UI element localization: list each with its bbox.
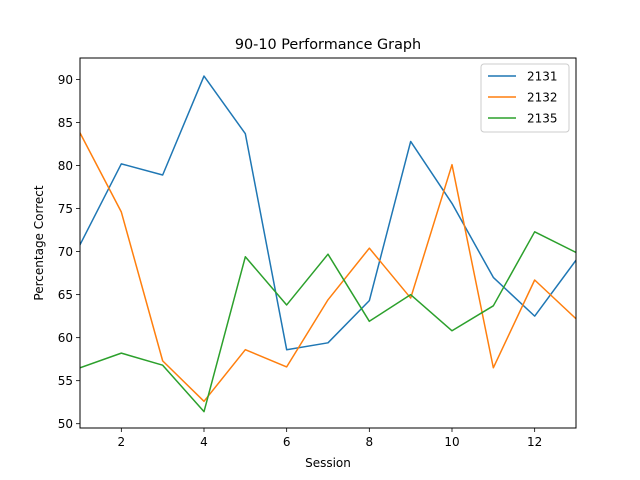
x-tick-label: 4	[200, 435, 208, 449]
y-tick-label: 65	[58, 288, 73, 302]
legend: 2131 2132 2135	[480, 63, 570, 133]
y-tick-label: 80	[58, 159, 73, 173]
x-tick-label: 10	[444, 435, 459, 449]
y-tick-label: 85	[58, 116, 73, 130]
series-line-2132	[80, 131, 576, 403]
x-tick-label: 2	[118, 435, 126, 449]
x-tick-label: 8	[366, 435, 374, 449]
plot-area	[80, 75, 576, 413]
y-tick-label: 55	[58, 374, 73, 388]
y-tick-label: 60	[58, 331, 73, 345]
x-tick-label: 12	[527, 435, 542, 449]
legend-label: 2131	[527, 69, 558, 83]
series-line-2135	[80, 231, 576, 413]
y-tick-label: 90	[58, 73, 73, 87]
y-axis-title: Percentage Correct	[32, 185, 46, 300]
y-tick-label: 75	[58, 202, 73, 216]
legend-label: 2132	[527, 90, 558, 104]
x-axis: 2 4 6 8 10 12	[118, 428, 542, 449]
x-axis-title: Session	[305, 456, 351, 470]
series-line-2131	[80, 75, 576, 351]
y-axis: 50 55 60 65 70 75 80 85 90	[58, 73, 80, 431]
x-tick-label: 6	[283, 435, 291, 449]
y-tick-label: 50	[58, 417, 73, 431]
y-tick-label: 70	[58, 245, 73, 259]
legend-frame	[480, 63, 570, 133]
axes-frame	[79, 57, 577, 429]
chart-title: 90-10 Performance Graph	[235, 37, 421, 53]
legend-label: 2135	[527, 111, 558, 125]
